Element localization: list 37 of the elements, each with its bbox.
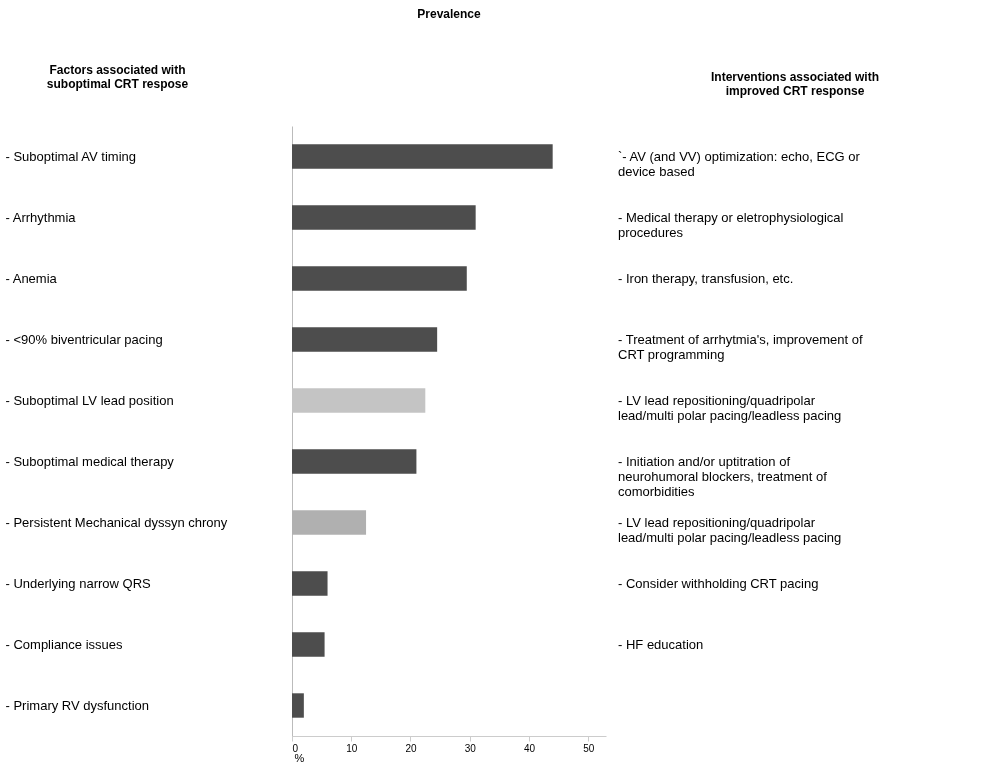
x-tick-label: 30 bbox=[464, 742, 477, 754]
x-tick-label: 0 bbox=[292, 742, 299, 754]
bar bbox=[292, 144, 553, 169]
y-tick-label: - Primary RV dysfunction bbox=[5, 697, 150, 713]
x-tick-label: 10 bbox=[346, 742, 358, 754]
bar bbox=[292, 327, 438, 352]
x-tick-label: 40 bbox=[523, 742, 536, 754]
chart-title: Prevalence bbox=[417, 7, 482, 21]
text: - LV lead repositioning/quadripolar lead/multi polar pacing/leadless pacing bbox=[618, 514, 842, 545]
bar bbox=[292, 205, 476, 230]
bar bbox=[292, 693, 304, 718]
bar bbox=[292, 449, 417, 474]
text: `- AV (and VV) optimization: echo, ECG or device based bbox=[618, 148, 861, 179]
text: - Treatment of arrhytmia's, improvement of CRT programming bbox=[618, 331, 863, 362]
text: Interventions associated with improved CRT response bbox=[710, 70, 880, 98]
text: - LV lead repositioning/quadripolar lead/multi polar pacing/leadless pacing bbox=[618, 392, 842, 423]
y-tick-label: - Compliance issues bbox=[5, 636, 124, 652]
bar bbox=[292, 266, 467, 291]
y-axis-title: Factors associated with suboptimal CRT respose bbox=[46, 62, 189, 91]
x-tick-label: 20 bbox=[405, 742, 417, 754]
bar bbox=[292, 571, 328, 596]
y-tick-label: - Suboptimal medical therapy bbox=[5, 453, 175, 469]
y-tick-label: - Anemia bbox=[5, 270, 58, 286]
text: - Initiation and/or uptitration of neurohumoral blockers, treatment of comorbidities bbox=[618, 453, 828, 499]
y-tick-label: - Underlying narrow QRS bbox=[5, 575, 152, 591]
y-tick-label: - Suboptimal AV timing bbox=[5, 148, 137, 164]
text: - HF education bbox=[618, 636, 704, 652]
x-tick-label: 50 bbox=[583, 742, 595, 754]
text: - Medical therapy or eletrophysiological procedures bbox=[618, 209, 844, 240]
text: - Consider withholding CRT pacing bbox=[618, 575, 819, 591]
y-tick-label: - <90% biventricular pacing bbox=[5, 331, 163, 347]
y-tick-label: - Suboptimal LV lead position bbox=[5, 392, 174, 408]
text: - Iron therapy, transfusion, etc. bbox=[618, 270, 794, 286]
y-tick-label: - Arrhythmia bbox=[5, 209, 77, 225]
x-axis-title: % bbox=[294, 751, 305, 764]
y-tick-label: - Persistent Mechanical dyssyn chrony bbox=[5, 514, 228, 530]
bar bbox=[292, 632, 325, 657]
